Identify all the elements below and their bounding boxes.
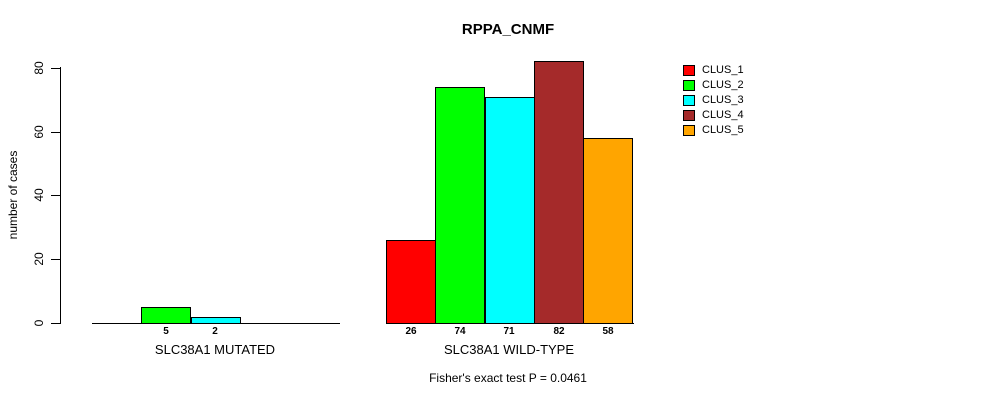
- legend-swatch-clus_3: [683, 94, 695, 106]
- bar-clus_3-group1: [485, 97, 535, 324]
- y-axis-tick-label: 60: [32, 125, 46, 139]
- legend-item: CLUS_2: [683, 79, 744, 91]
- y-axis-tick: [51, 68, 61, 69]
- legend-label: CLUS_5: [702, 124, 744, 136]
- bar-clus_2-group1: [435, 87, 485, 324]
- legend-label: CLUS_2: [702, 79, 744, 91]
- x-axis-group-label-wildtype: SLC38A1 WILD-TYPE: [443, 342, 575, 357]
- bar-clus_4-group1: [534, 61, 584, 324]
- legend: CLUS_1 CLUS_2 CLUS_3 CLUS_4 CLUS_5: [683, 64, 744, 139]
- bar-clus_1-group1: [386, 240, 436, 324]
- bar-value-label: 58: [602, 326, 614, 337]
- y-axis-tick-label: 0: [32, 319, 46, 327]
- bar-value-label: 26: [405, 326, 417, 337]
- legend-item: CLUS_1: [683, 64, 744, 76]
- bar-value-label: 82: [553, 326, 565, 337]
- legend-swatch-clus_1: [683, 64, 695, 76]
- legend-swatch-clus_4: [683, 109, 695, 121]
- x-axis-group-label-mutated: SLC38A1 MUTATED: [154, 342, 276, 357]
- bar-value-label: 2: [212, 326, 218, 337]
- y-axis-tick: [51, 132, 61, 133]
- legend-label: CLUS_3: [702, 94, 744, 106]
- legend-item: CLUS_4: [683, 109, 744, 121]
- y-axis-tick: [51, 195, 61, 196]
- legend-item: CLUS_3: [683, 94, 744, 106]
- legend-item: CLUS_5: [683, 124, 744, 136]
- legend-swatch-clus_5: [683, 124, 695, 136]
- bar-value-label: 74: [454, 326, 466, 337]
- fisher-test-annotation: Fisher's exact test P = 0.0461: [429, 371, 587, 385]
- legend-swatch-clus_2: [683, 79, 695, 91]
- bar-value-label: 71: [503, 326, 515, 337]
- legend-label: CLUS_4: [702, 109, 744, 121]
- bar-clus_3-group0: [191, 317, 241, 324]
- bar-clus_2-group0: [141, 307, 191, 324]
- legend-label: CLUS_1: [702, 64, 744, 76]
- bar-value-label: 5: [163, 326, 169, 337]
- chart-title: RPPA_CNMF: [461, 21, 555, 38]
- y-axis-tick-label: 20: [32, 252, 46, 266]
- y-axis-title: number of cases: [6, 150, 20, 240]
- y-axis-tick: [51, 259, 61, 260]
- y-axis-tick-label: 40: [32, 188, 46, 202]
- y-axis-tick-label: 80: [32, 61, 46, 75]
- bar-clus_5-group1: [583, 138, 633, 324]
- y-axis-tick: [51, 323, 61, 324]
